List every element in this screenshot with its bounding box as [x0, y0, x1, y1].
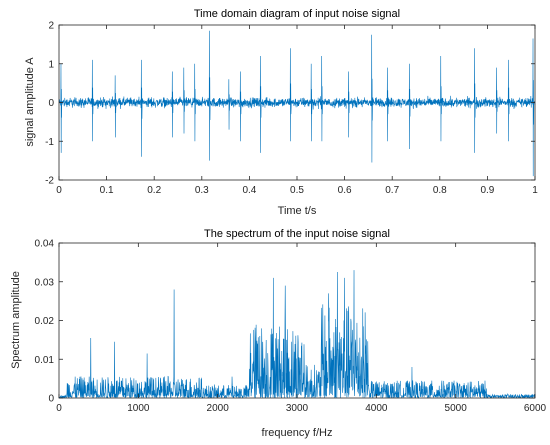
- spectrum-x-tick-label: 3000: [286, 403, 309, 414]
- time-y-tick-label: -1: [45, 137, 54, 148]
- spectrum-x-tick-label: 5000: [445, 403, 468, 414]
- time-x-axis-label: Time t/s: [278, 205, 317, 217]
- spectrum-x-tick-label: 0: [56, 403, 62, 414]
- time-x-tick-label: 0: [56, 185, 62, 196]
- time-x-tick-label: 0.1: [100, 185, 114, 196]
- time-x-tick-label: 0.4: [242, 185, 256, 196]
- spectrum-y-axis-label: Spectrum amplitude: [10, 271, 22, 369]
- spectrum-y-tick-label: 0.03: [35, 277, 55, 288]
- time-x-tick-label: 1: [532, 185, 538, 196]
- time-x-ticks: 0 0.1 0.2 0.3 0.4 0.5 0.6 0.7 0.8 0.9 1: [56, 25, 538, 196]
- spectrum-y-tick-label: 0: [48, 394, 54, 405]
- time-domain-panel: Time domain diagram of input noise signa…: [24, 8, 538, 217]
- spectrum-chart-title: The spectrum of the input noise signal: [204, 228, 390, 240]
- spectrum-trace: [58, 270, 536, 400]
- time-y-axis-label: signal amplitude A: [24, 57, 36, 147]
- spectrum-x-tick-label: 6000: [524, 403, 547, 414]
- spectrum-panel: The spectrum of the input noise signal 0…: [10, 228, 547, 439]
- spectrum-x-ticks: 0 1000 2000 3000 4000 5000 6000: [56, 243, 547, 414]
- time-x-tick-label: 0.6: [338, 185, 352, 196]
- spectrum-y-tick-label: 0.04: [35, 239, 55, 250]
- time-chart-title: Time domain diagram of input noise signa…: [194, 8, 400, 20]
- spectrum-y-tick-label: 0.02: [35, 316, 55, 327]
- spectrum-x-tick-label: 1000: [127, 403, 150, 414]
- spectrum-y-tick-label: 0.01: [35, 355, 55, 366]
- time-y-tick-label: 2: [48, 21, 54, 32]
- spectrum-plot-frame: [58, 242, 536, 399]
- time-x-tick-label: 0.8: [433, 185, 447, 196]
- spectrum-x-tick-label: 2000: [207, 403, 230, 414]
- time-y-tick-label: -2: [45, 176, 54, 187]
- time-y-tick-label: 1: [48, 59, 54, 70]
- time-series-line: [58, 30, 536, 177]
- time-signal-trace: [58, 30, 536, 177]
- spectrum-series-line: [58, 270, 536, 400]
- spectrum-x-axis-label: frequency f/Hz: [262, 427, 333, 439]
- spectrum-x-tick-label: 4000: [365, 403, 388, 414]
- time-x-tick-label: 0.5: [290, 185, 304, 196]
- spectrum-y-ticks: 0 0.01 0.02 0.03 0.04: [35, 239, 535, 405]
- time-x-tick-label: 0.3: [195, 185, 209, 196]
- time-x-tick-label: 0.7: [385, 185, 399, 196]
- time-y-ticks: -2 -1 0 1 2: [45, 21, 535, 187]
- time-y-tick-label: 0: [48, 98, 54, 109]
- time-x-tick-label: 0.9: [480, 185, 494, 196]
- time-x-tick-label: 0.2: [147, 185, 161, 196]
